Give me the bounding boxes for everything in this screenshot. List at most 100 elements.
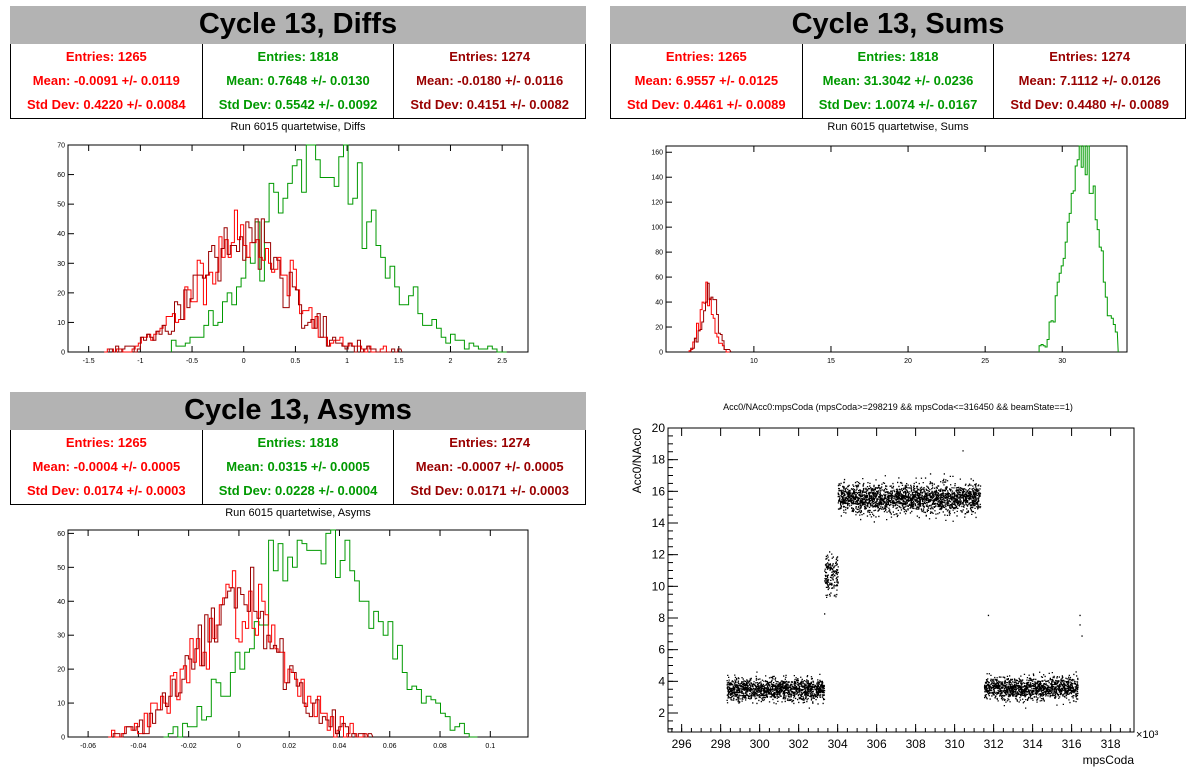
histogram-darkred — [108, 218, 403, 353]
std-text: Std Dev: 0.0171 +/- 0.0003 — [410, 483, 569, 498]
y-tick-label: 140 — [651, 175, 663, 182]
asyms-subtitle: Run 6015 quartetwise, Asyms — [225, 507, 371, 519]
asyms-stats-darkred: Entries: 1274 Mean: -0.0007 +/- 0.0005 S… — [393, 430, 585, 504]
entries-text: Entries: 1818 — [257, 49, 339, 64]
y-tick-label: 18 — [652, 453, 666, 467]
y-tick-label: 20 — [655, 325, 663, 332]
y-tick-label: 80 — [655, 250, 663, 257]
plot-frame — [665, 145, 1128, 353]
asyms-stats-box: Entries: 1265 Mean: -0.0004 +/- 0.0005 S… — [10, 430, 586, 505]
y-tick-label: 10 — [57, 320, 65, 327]
y-tick-label: 30 — [57, 261, 65, 268]
x-tick-label: -0.06 — [80, 743, 96, 750]
std-text: Std Dev: 1.0074 +/- 0.0167 — [818, 97, 978, 112]
plot-frame — [67, 144, 529, 353]
x-tick-label: 304 — [828, 737, 848, 751]
x-tick-label: 310 — [945, 737, 965, 751]
diffs-subtitle: Run 6015 quartetwise, Diffs — [230, 121, 366, 133]
sums-stats-box: Entries: 1265 Mean: 6.9557 +/- 0.0125 St… — [610, 44, 1186, 119]
entries-text: Entries: 1818 — [257, 435, 339, 450]
entries-text: Entries: 1265 — [65, 49, 147, 64]
std-text: Std Dev: 0.5542 +/- 0.0092 — [218, 97, 378, 112]
y-tick-label: 100 — [651, 225, 663, 232]
diffs-stats-darkred: Entries: 1274 Mean: -0.0180 +/- 0.0116 S… — [393, 44, 585, 118]
diffs-stats-green: Entries: 1818 Mean: 0.7648 +/- 0.0130 St… — [201, 44, 394, 118]
y-tick-label: 20 — [652, 421, 666, 435]
y-tick-label: 160 — [651, 150, 663, 157]
x-tick-label: 2 — [449, 358, 453, 365]
x-tick-label: 1.5 — [394, 358, 404, 365]
x-tick-label: 15 — [827, 358, 835, 365]
sums-subtitle: Run 6015 quartetwise, Sums — [827, 121, 969, 133]
y-tick-label: 20 — [57, 290, 65, 297]
x-tick-label: -1.5 — [83, 358, 95, 365]
diffs-histogram: -1.5 -1 -0.5 0 0.5 1 1.5 2 2.5 0 10 20 30 40 50 60 70 — [57, 143, 529, 365]
x-tick-label: 0.08 — [433, 743, 447, 750]
x-tick-label: 298 — [711, 737, 731, 751]
x-tick-label: 302 — [789, 737, 809, 751]
sums-histogram: 10 15 20 25 30 0 20 40 60 80 100 120 140 160 — [651, 145, 1128, 365]
asyms-stats-red: Entries: 1265 Mean: -0.0004 +/- 0.0005 S… — [11, 430, 202, 504]
x-tick-label: 312 — [984, 737, 1004, 751]
entries-text: Entries: 1265 — [665, 49, 747, 64]
y-tick-label: 0 — [659, 350, 663, 357]
histogram-green — [163, 529, 478, 738]
y-tick-label: 16 — [652, 484, 666, 498]
y-tick-label: 14 — [652, 516, 666, 530]
histogram-red — [108, 570, 369, 738]
y-tick-label: 10 — [57, 701, 65, 708]
y-tick-label: 60 — [57, 531, 65, 538]
entries-text: Entries: 1274 — [1049, 49, 1131, 64]
y-tick-label: 60 — [57, 172, 65, 179]
x-tick-label: 314 — [1023, 737, 1043, 751]
std-text: Std Dev: 0.0228 +/- 0.0004 — [218, 483, 378, 498]
y-tick-label: 10 — [652, 579, 666, 593]
mean-text: Mean: 7.1112 +/- 0.0126 — [1018, 73, 1161, 88]
y-tick-label: 40 — [655, 300, 663, 307]
y-tick-label: 12 — [652, 548, 666, 562]
x-tick-label: 30 — [1058, 358, 1066, 365]
y-tick-label: 2 — [658, 706, 665, 720]
x-tick-label: 318 — [1101, 737, 1121, 751]
diffs-stats-box: Entries: 1265 Mean: -0.0091 +/- 0.0119 S… — [10, 44, 586, 119]
x-tick-label: 20 — [904, 358, 912, 365]
x-tick-label: -0.04 — [130, 743, 146, 750]
mean-text: Mean: -0.0180 +/- 0.0116 — [416, 73, 564, 88]
histogram-green — [1038, 145, 1119, 353]
entries-text: Entries: 1265 — [65, 435, 147, 450]
y-tick-label: 70 — [57, 143, 65, 150]
x-multiplier-label: ×10³ — [1136, 729, 1159, 741]
x-tick-label: 1 — [345, 358, 349, 365]
y-tick-label: 8 — [658, 611, 665, 625]
y-tick-label: 6 — [658, 643, 665, 657]
scatter-plot: 296 298 300 302 304 306 308 310 312 314 316 318 2 4 6 8… — [630, 421, 1159, 767]
mean-text: Mean: 6.9557 +/- 0.0125 — [634, 73, 779, 88]
y-tick-label: 40 — [57, 231, 65, 238]
mean-text: Mean: -0.0004 +/- 0.0005 — [32, 459, 181, 474]
histogram-darkred — [112, 566, 374, 738]
scatter-title: Acc0/NAcc0:mpsCoda (mpsCoda>=298219 && m… — [723, 402, 1073, 412]
x-tick-label: -0.02 — [181, 743, 197, 750]
scatter-points — [726, 450, 1083, 709]
y-tick-label: 30 — [57, 633, 65, 640]
histogram-green — [170, 144, 507, 353]
x-tick-label: 25 — [981, 358, 989, 365]
mean-text: Mean: 0.0315 +/- 0.0005 — [226, 459, 370, 474]
y-tick-label: 20 — [57, 667, 65, 674]
std-text: Std Dev: 0.4151 +/- 0.0082 — [410, 97, 569, 112]
x-tick-label: -1 — [137, 358, 143, 365]
y-tick-label: 50 — [57, 565, 65, 572]
entries-text: Entries: 1274 — [449, 49, 531, 64]
x-tick-label: 0.06 — [383, 743, 397, 750]
histogram-darkred — [690, 282, 732, 353]
sums-stats-red: Entries: 1265 Mean: 6.9557 +/- 0.0125 St… — [611, 44, 802, 118]
x-tick-label: 0 — [237, 743, 241, 750]
x-tick-label: 0.5 — [291, 358, 301, 365]
x-tick-label: 0 — [242, 358, 246, 365]
x-tick-label: 0.04 — [333, 743, 347, 750]
y-tick-label: 0 — [61, 735, 65, 742]
std-text: Std Dev: 0.4461 +/- 0.0089 — [627, 97, 786, 112]
y-tick-label: 0 — [61, 350, 65, 357]
plot-frame — [667, 427, 1135, 733]
x-tick-label: -0.5 — [186, 358, 198, 365]
